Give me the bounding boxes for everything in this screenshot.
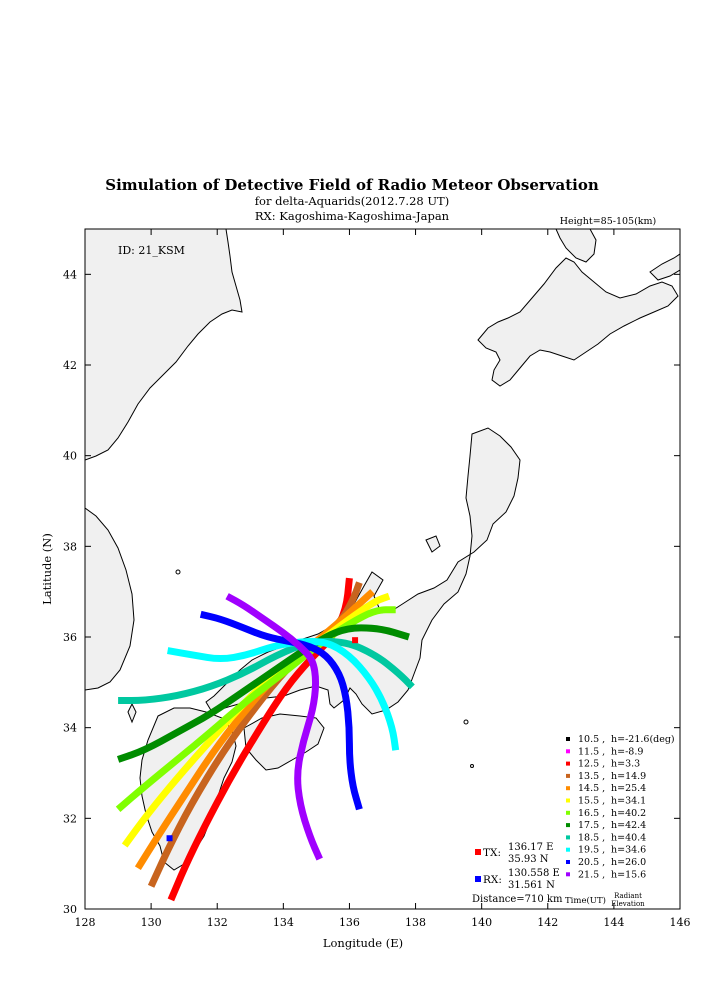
y-tick-label-30: 30 (63, 903, 77, 916)
tx-lon: 136.17 E (508, 842, 553, 853)
legend-swatch-10-5 (566, 737, 570, 741)
rx-label: RX: (483, 874, 502, 886)
kuril-island-landmass (649, 253, 680, 281)
y-tick-label-36: 36 (63, 631, 77, 644)
legend-swatch-12-5 (566, 761, 570, 766)
legend-elevation-15-5: h=34.1 (611, 796, 646, 807)
sado-island (425, 535, 441, 553)
plot-frame (84, 228, 681, 910)
meteor-track-21-5 (225, 593, 323, 861)
meteor-track-20-5 (199, 610, 363, 811)
legend-elevation-16-5: h=40.2 (611, 808, 646, 819)
tsushima-island (127, 702, 137, 724)
legend-time-21-5: 21.5 , (578, 869, 605, 880)
meteor-track-17-5 (116, 624, 410, 763)
legend-elevation-header: Elevation (611, 900, 645, 908)
map-layer (85, 229, 680, 902)
legend-elevation-17-5: h=42.4 (611, 820, 646, 831)
y-tick-label-38: 38 (63, 540, 77, 553)
hachijo-island (470, 764, 474, 768)
legend-elevation-19-5: h=34.6 (611, 845, 646, 856)
legend-swatch-15-5 (566, 798, 570, 803)
legend-swatch-20-5 (566, 860, 570, 864)
legend-time-13-5: 13.5 , (578, 771, 605, 782)
y-tick-label-42: 42 (63, 359, 77, 372)
legend-time-16-5: 16.5 , (578, 808, 605, 819)
legend-time-19-5: 19.5 , (578, 845, 605, 856)
legend-elevation-11-5: h=-8.9 (611, 746, 643, 757)
y-axis-label: Latitude (N) (40, 533, 54, 605)
x-tick-label-140: 140 (471, 916, 492, 929)
legend-swatch-19-5 (566, 847, 570, 852)
legend-radiant-header: Radiant (614, 892, 642, 900)
tx-lat: 35.93 N (508, 854, 549, 865)
meteor-track-14-5 (134, 589, 375, 871)
x-tick-label-128: 128 (75, 916, 96, 929)
legend-time-10-5: 10.5 , (578, 734, 605, 745)
height-label: Height=85-105(km) (560, 216, 657, 227)
legend-swatch-16-5 (566, 810, 570, 815)
x-tick-label-142: 142 (537, 916, 558, 929)
izu-island (463, 719, 469, 725)
distance-label: Distance=710 km (472, 894, 563, 905)
okinoshima-island (175, 569, 181, 575)
tx-label: TX: (483, 847, 501, 859)
x-tick-label-138: 138 (405, 916, 426, 929)
chart-subtitle: for delta-Aquarids(2012.7.28 UT) (255, 194, 449, 208)
legend-time-12-5: 12.5 , (578, 759, 605, 770)
legend-elevation-10-5: h=-21.6(deg) (611, 734, 675, 745)
rx-marker (166, 835, 173, 842)
tx-key-square (475, 849, 481, 855)
rx-location-line: RX: Kagoshima-Kagoshima-Japan (255, 209, 450, 223)
y-tick-label-44: 44 (63, 268, 77, 281)
rx-key-square (475, 876, 481, 882)
x-axis-label: Longitude (E) (323, 936, 403, 950)
korea-peninsula-landmass (85, 229, 243, 461)
legend-swatch-11-5 (566, 749, 570, 754)
legend-swatch-21-5 (566, 872, 570, 877)
legend-elevation-14-5: h=25.4 (611, 783, 646, 794)
legend-swatch-18-5 (566, 835, 570, 840)
x-tick-label-136: 136 (339, 916, 360, 929)
legend-elevation-20-5: h=26.0 (611, 857, 646, 868)
tx-marker (352, 637, 359, 644)
legend-time-17-5: 17.5 , (578, 820, 605, 831)
chart-title: Simulation of Detective Field of Radio M… (105, 176, 599, 194)
legend: 10.5 , h=-21.6(deg) 11.5 , h=-8.9 12.5 , h=3.… (566, 734, 675, 880)
legend-time-18-5: 18.5 , (578, 832, 605, 843)
legend-elevation-12-5: h=3.3 (611, 759, 640, 770)
legend-swatch-13-5 (566, 773, 570, 778)
legend-time-15-5: 15.5 , (578, 796, 605, 807)
sakhalin-landmass (555, 229, 597, 263)
legend-time-14-5: 14.5 , (578, 783, 605, 794)
meteor-track-16-5 (115, 606, 396, 812)
legend-swatch-14-5 (566, 786, 570, 791)
meteor-track-18-5 (118, 638, 415, 704)
legend-time-11-5: 11.5 , (578, 746, 605, 757)
meteor-tracks (115, 577, 415, 902)
hokkaido-landmass (477, 257, 679, 387)
x-tick-label-130: 130 (141, 916, 162, 929)
legend-time-20-5: 20.5 , (578, 857, 605, 868)
y-tick-label-40: 40 (63, 450, 77, 463)
x-tick-label-132: 132 (207, 916, 228, 929)
legend-elevation-21-5: h=15.6 (611, 869, 646, 880)
korea-south-landmass (85, 507, 135, 691)
legend-elevation-18-5: h=40.4 (611, 832, 646, 843)
legend-swatch-17-5 (566, 823, 570, 828)
axes: 128 130 132 134 136 138 140 142 144 146 30 32 34 36 38… (63, 229, 691, 929)
legend-elevation-13-5: h=14.9 (611, 771, 646, 782)
x-tick-label-134: 134 (273, 916, 294, 929)
x-tick-label-146: 146 (670, 916, 691, 929)
y-tick-label-32: 32 (63, 812, 77, 825)
rx-lat: 31.561 N (508, 880, 555, 891)
honshu-landmass (205, 427, 521, 715)
y-tick-label-34: 34 (63, 722, 77, 735)
legend-time-header: Time(UT) (565, 895, 606, 906)
rx-lon: 130.558 E (508, 868, 560, 879)
x-tick-label-144: 144 (603, 916, 624, 929)
id-label: ID: 21_KSM (118, 244, 185, 257)
